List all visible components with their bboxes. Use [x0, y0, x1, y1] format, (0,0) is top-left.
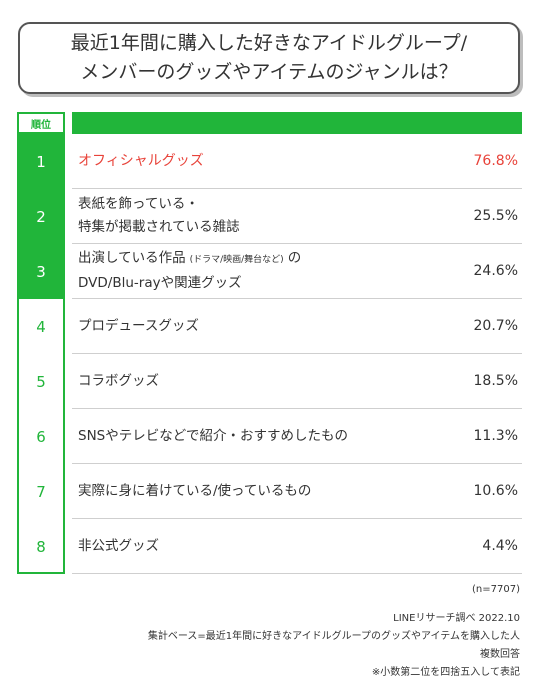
row-label: 表紙を飾っている・特集が掲載されている雑誌 [78, 189, 240, 243]
row-value: 11.3% [473, 428, 518, 444]
title-box: 最近1年間に購入した好きなアイドルグループ/ メンバーのグッズやアイテムのジャン… [18, 22, 520, 94]
row-label: 非公式グッズ [78, 519, 159, 573]
rank-number: 1 [17, 134, 65, 189]
row-label-line-1: 表紙を飾っている・ [78, 196, 199, 212]
row-label-line-1: 実際に身に着けている/使っているもの [78, 482, 312, 499]
row-label: オフィシャルグッズ [78, 134, 204, 188]
table-row: 実際に身に着けている/使っているもの 10.6% [72, 464, 522, 519]
table-row: 非公式グッズ 4.4% [72, 519, 522, 574]
rank-number: 3 [17, 244, 65, 299]
row-label-note: (ドラマ/映画/舞台など) [189, 255, 284, 265]
row-label-line-2: DVD/Blu-rayや関連グッズ [78, 275, 242, 291]
row-label: プロデュースグッズ [78, 299, 199, 353]
rank-number: 5 [36, 372, 46, 391]
table-row: オフィシャルグッズ 76.8% [72, 134, 522, 189]
rank-number: 6 [36, 427, 46, 446]
row-label: 出演している作品 (ドラマ/映画/舞台など) の DVD/Blu-rayや関連グッズ [78, 244, 301, 298]
row-value: 18.5% [473, 373, 518, 389]
row-label: 実際に身に着けている/使っているもの [78, 464, 311, 518]
row-label-line-2: 特集が掲載されている雑誌 [78, 219, 240, 235]
row-value: 20.7% [473, 318, 518, 334]
table-row: プロデュースグッズ 20.7% [72, 299, 522, 354]
source-note: LINEリサーチ調べ 2022.10 [393, 613, 520, 624]
rank-header: 順位 [17, 112, 65, 134]
row-value: 25.5% [473, 208, 518, 224]
rank-number: 4 [36, 317, 46, 336]
table-row: コラボグッズ 18.5% [72, 354, 522, 409]
row-value: 24.6% [473, 263, 518, 279]
multiple-answer-note: 複数回答 [480, 649, 520, 660]
table-row: SNSやテレビなどで紹介・おすすめしたもの 11.3% [72, 409, 522, 464]
row-label-line-1: コラボグッズ [78, 372, 159, 389]
sample-size-note: (n=7707) [472, 584, 520, 595]
rank-number: 7 [36, 482, 46, 501]
header-bar [72, 112, 522, 134]
row-value: 76.8% [473, 153, 518, 169]
row-label: SNSやテレビなどで紹介・おすすめしたもの [78, 409, 348, 463]
rounding-note: ※小数第二位を四捨五入して表記 [371, 667, 520, 678]
title-line-2: メンバーのグッズやアイテムのジャンルは？ [80, 61, 458, 83]
row-label-line-1: 非公式グッズ [78, 537, 159, 554]
title-line-1: 最近1年間に購入した好きなアイドルグループ/ [70, 32, 468, 54]
row-label-line-1: プロデュースグッズ [78, 317, 199, 334]
row-value: 4.4% [482, 538, 518, 554]
row-label: コラボグッズ [78, 354, 159, 408]
rank-number: 8 [36, 537, 46, 556]
row-label-line-1: SNSやテレビなどで紹介・おすすめしたもの [78, 427, 348, 444]
row-label-tail: の [287, 250, 302, 266]
rank-number: 2 [17, 189, 65, 244]
row-value: 10.6% [473, 483, 518, 499]
table-row: 出演している作品 (ドラマ/映画/舞台など) の DVD/Blu-rayや関連グッズ 2… [72, 244, 522, 299]
table-row: 表紙を飾っている・特集が掲載されている雑誌 25.5% [72, 189, 522, 244]
row-label-line-1: 出演している作品 [78, 250, 186, 266]
base-note: 集計ベース=最近1年間に好きなアイドルグループのグッズやアイテムを購入した人 [147, 631, 520, 642]
row-label-line-1: オフィシャルグッズ [78, 152, 204, 169]
